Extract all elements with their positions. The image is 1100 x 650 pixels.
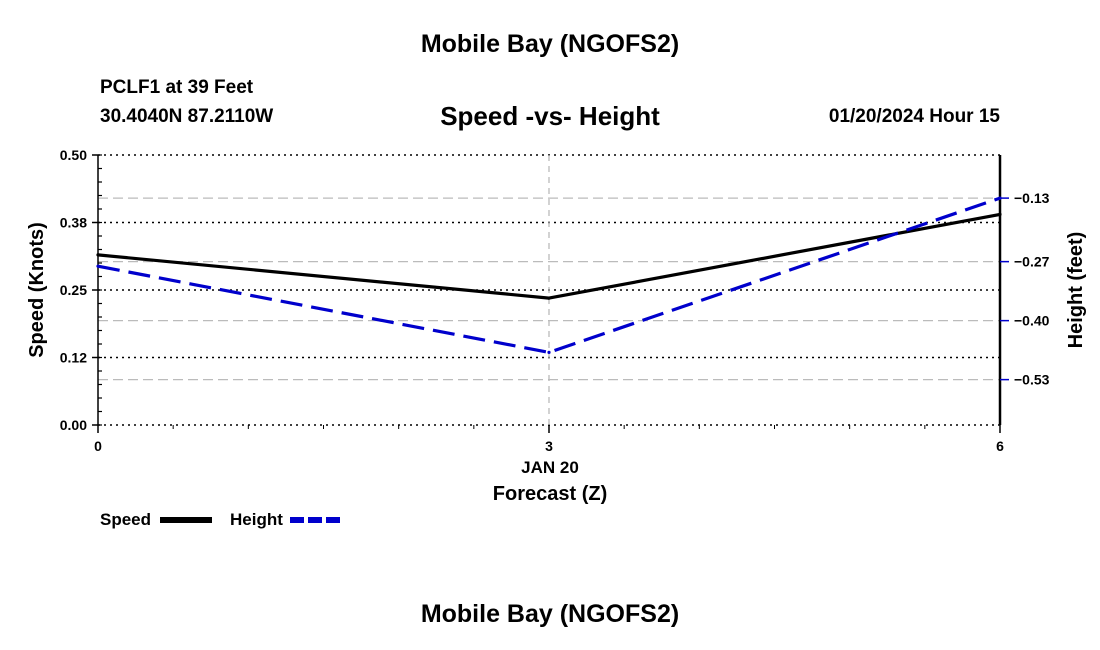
axis-ticks: 0.00 0.12 0.25 0.38 0.50 −0.53 −0.40 −0.27 −0.13… [60, 147, 1050, 454]
x-axis-label: Forecast (Z) [493, 483, 607, 505]
height-data-point [547, 350, 551, 354]
y2-tick-label: −0.27 [1014, 254, 1050, 270]
y-axis-label: Speed (Knots) [26, 222, 48, 358]
grid-lines [98, 154, 1000, 426]
y-tick-label: 0.12 [60, 350, 87, 366]
legend-label-speed: Speed [100, 510, 151, 529]
height-data-point [998, 196, 1002, 200]
y2-tick-label: −0.40 [1014, 313, 1050, 329]
height-data-point [96, 264, 100, 268]
data-series [96, 196, 1002, 354]
speed-data-point [547, 296, 551, 300]
y-tick-label: 0.25 [60, 282, 87, 298]
chart-subtitle: Speed -vs- Height [440, 101, 660, 131]
speed-data-point [96, 253, 100, 257]
speed-data-point [998, 212, 1002, 216]
station-coordinates: 30.4040N 87.2110W [100, 106, 274, 127]
station-label: PCLF1 at 39 Feet [100, 77, 254, 98]
footer-title: Mobile Bay (NGOFS2) [420, 600, 680, 628]
x-date-label: JAN 20 [521, 458, 579, 477]
y-tick-label: 0.00 [60, 417, 87, 433]
chart-title: Mobile Bay (NGOFS2) [420, 30, 680, 58]
legend-label-height: Height [230, 510, 283, 529]
height-series-line [97, 196, 1001, 354]
y-tick-label: 0.38 [60, 215, 87, 231]
y2-tick-label: −0.13 [1014, 190, 1050, 206]
y2-axis-label: Height (feet) [1065, 232, 1087, 349]
forecast-datestamp: 01/20/2024 Hour 15 [828, 106, 1000, 127]
axis-labels: JAN 20 Forecast (Z) Speed (Knots) Height (f… [26, 222, 1087, 505]
legend: Speed Height [100, 510, 342, 529]
x-tick-label: 0 [94, 438, 102, 454]
x-tick-label: 6 [996, 438, 1004, 454]
x-tick-label: 3 [545, 438, 553, 454]
y-tick-label: 0.50 [60, 147, 87, 163]
y2-tick-label: −0.53 [1014, 372, 1050, 388]
